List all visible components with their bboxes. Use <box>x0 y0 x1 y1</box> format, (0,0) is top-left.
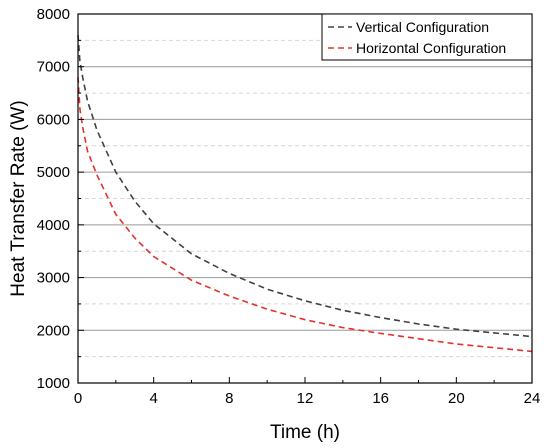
x-tick-label: 0 <box>74 390 82 407</box>
x-tick-label: 16 <box>372 390 389 407</box>
series-layer <box>77 35 533 353</box>
grid-lines <box>78 39 532 358</box>
y-tick-label: 4000 <box>37 217 70 234</box>
y-tick-label: 5000 <box>37 164 70 181</box>
x-tick-label: 8 <box>225 390 233 407</box>
x-tick-label: 12 <box>297 390 314 407</box>
y-axis-title: Heat Transfer Rate (W) <box>8 100 29 296</box>
y-tick-label: 7000 <box>37 59 70 76</box>
legend-label-vertical: Vertical Configuration <box>356 19 489 35</box>
legend-label-horizontal: Horizontal Configuration <box>356 40 506 56</box>
y-tick-label: 1000 <box>37 375 70 392</box>
axis-ticks <box>77 13 533 384</box>
y-tick-label: 6000 <box>37 111 70 128</box>
x-axis-title: Time (h) <box>270 422 340 443</box>
x-tick-label: 4 <box>149 390 157 407</box>
x-tick-label: 20 <box>448 390 465 407</box>
series-line-horizontal <box>77 77 533 353</box>
y-tick-label: 8000 <box>37 6 70 23</box>
legend-box <box>321 13 533 61</box>
y-tick-label: 2000 <box>37 322 70 339</box>
axis-tick-labels: 0 4 8 12 16 20 24 1000 2000 3000 4000 5000 6000 7000 8… <box>37 6 541 407</box>
series-line-vertical <box>77 35 533 338</box>
legend: Vertical Configuration Horizontal Config… <box>321 13 533 61</box>
y-tick-label: 3000 <box>37 270 70 287</box>
x-tick-label: 24 <box>524 390 541 407</box>
